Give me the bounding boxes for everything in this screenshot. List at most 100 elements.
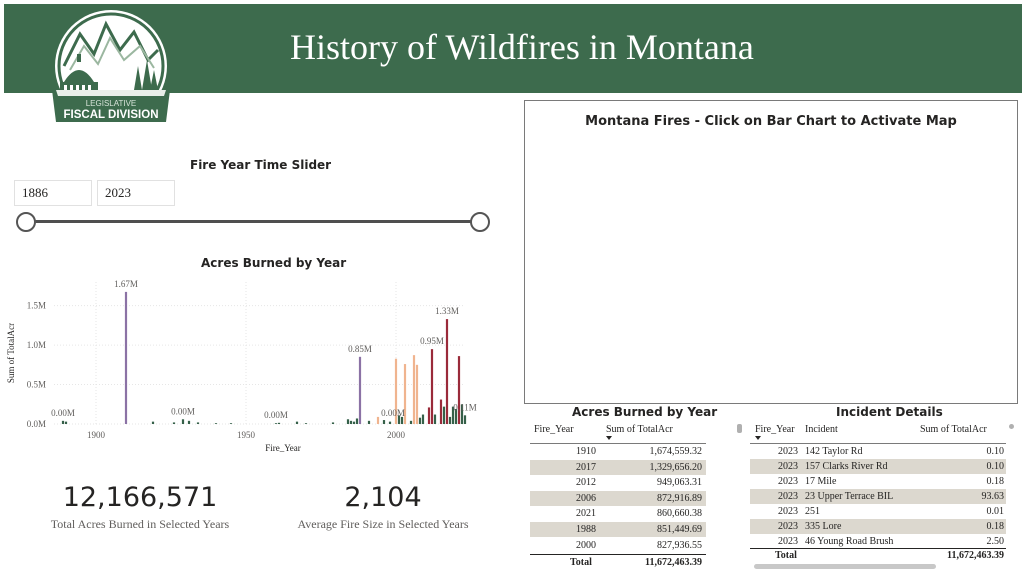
incident-cell: 17 Mile bbox=[805, 476, 837, 487]
acres-cell: 0.10 bbox=[986, 446, 1005, 457]
incident-table-scrollbar[interactable] bbox=[1009, 424, 1014, 429]
bar-2013 bbox=[433, 414, 437, 424]
column-header-incident[interactable]: Incident bbox=[805, 424, 838, 435]
incident-cell: 251 bbox=[805, 506, 820, 517]
bar-1934 bbox=[196, 422, 200, 424]
bar-2022 bbox=[460, 404, 464, 424]
montana-fires-map[interactable]: Montana Fires - Click on Bar Chart to Ac… bbox=[524, 100, 1018, 404]
bar-2018 bbox=[448, 416, 452, 424]
table-row[interactable]: 2006 872,916.89 bbox=[530, 490, 706, 506]
data-label: 1.33M bbox=[435, 306, 459, 316]
slider-end-handle[interactable] bbox=[470, 212, 490, 232]
bar-1929 bbox=[181, 419, 185, 424]
acres-cell: 860,660.38 bbox=[657, 508, 702, 520]
column-header-sum-total-acr[interactable]: Sum of TotalAcr bbox=[606, 424, 673, 435]
slider-end-input[interactable]: 2023 bbox=[97, 180, 175, 206]
table-row[interactable]: 2023 46 Young Road Brush 2.50 bbox=[750, 534, 1006, 549]
table-row[interactable]: 2023 23 Upper Terrace BIL 93.63 bbox=[750, 489, 1006, 504]
acres-cell: 1,674,559.32 bbox=[649, 446, 703, 457]
bar-2000 bbox=[394, 358, 398, 424]
y-tick-label: 1.0M bbox=[27, 340, 46, 350]
bar-1926 bbox=[172, 422, 176, 424]
bar-1890 bbox=[64, 421, 68, 424]
slider-start-handle[interactable] bbox=[16, 212, 36, 232]
acres-table-title: Acres Burned by Year bbox=[572, 405, 718, 419]
bar-2006 bbox=[412, 355, 416, 424]
bar-2023 bbox=[463, 415, 467, 424]
table-row[interactable]: 2021 860,660.38 bbox=[530, 506, 706, 521]
table-row[interactable]: 2023 335 Lore 0.18 bbox=[750, 519, 1006, 534]
table-row[interactable]: 2023 17 Mile 0.18 bbox=[750, 474, 1006, 489]
fire-year-cell: 1910 bbox=[576, 446, 596, 457]
bar-1945 bbox=[229, 423, 233, 424]
logo-text-fiscal-division: FISCAL DIVISION bbox=[64, 109, 159, 121]
bar-2017 bbox=[445, 319, 449, 424]
total-label: Total bbox=[570, 557, 592, 568]
data-label: 0.85M bbox=[348, 344, 372, 354]
bar-1996 bbox=[382, 420, 386, 424]
fire-year-cell: 2023 bbox=[778, 476, 798, 487]
column-header-sum-total-acr[interactable]: Sum of TotalAcr bbox=[920, 424, 987, 435]
acres-cell: 0.10 bbox=[986, 461, 1005, 472]
bar-1889 bbox=[61, 420, 65, 424]
bar-1970 bbox=[304, 423, 308, 424]
acres-table-scrollbar[interactable] bbox=[737, 424, 742, 433]
sort-desc-icon bbox=[755, 436, 761, 440]
bar-1987 bbox=[355, 418, 359, 424]
bar-1986 bbox=[352, 421, 356, 424]
acres-cell: 0.18 bbox=[986, 521, 1005, 532]
header-divider bbox=[750, 443, 1006, 444]
table-row[interactable]: 2017 1,329,656.20 bbox=[530, 459, 706, 475]
slider-start-input[interactable]: 1886 bbox=[14, 180, 92, 206]
bar-1979 bbox=[331, 422, 335, 424]
column-header-fire-year[interactable]: Fire_Year bbox=[755, 424, 795, 435]
total-row: Total 11,672,463.39 bbox=[750, 548, 1006, 563]
bar-1960 bbox=[274, 423, 278, 424]
bar-1919 bbox=[151, 421, 155, 424]
table-row[interactable]: 2023 251 0.01 bbox=[750, 504, 1006, 519]
incident-table: Fire_Year Incident Sum of TotalAcr 2023 1… bbox=[750, 424, 1006, 572]
horizontal-scrollbar[interactable] bbox=[754, 564, 936, 569]
y-axis-title: Sum of TotalAcr bbox=[6, 323, 16, 383]
total-divider bbox=[530, 554, 706, 555]
data-label: 0.95M bbox=[420, 336, 444, 346]
bar-2008 bbox=[418, 417, 422, 424]
total-divider bbox=[750, 548, 1006, 549]
y-tick-label: 1.5M bbox=[27, 301, 46, 311]
acres-table: Fire_Year Sum of TotalAcr 1910 1,674,559.… bbox=[530, 424, 706, 572]
fire-year-cell: 2012 bbox=[576, 477, 596, 489]
x-tick-label: 2000 bbox=[387, 430, 406, 440]
acres-cell: 0.18 bbox=[986, 476, 1005, 487]
incident-cell: 157 Clarks River Rd bbox=[805, 461, 888, 472]
incident-cell: 142 Taylor Rd bbox=[805, 446, 863, 457]
acres-by-year-bar-chart[interactable]: 0.0M 0.5M 1.0M 1.5M 1900 1950 2000 Fire_Year Sum… bbox=[0, 272, 500, 462]
bar-2011 bbox=[427, 407, 431, 424]
map-title: Montana Fires - Click on Bar Chart to Ac… bbox=[585, 114, 957, 129]
bar-2015 bbox=[439, 399, 443, 424]
table-row[interactable]: 2023 157 Clarks River Rd 0.10 bbox=[750, 459, 1006, 474]
kpi-total-acres-label: Total Acres Burned in Selected Years bbox=[50, 517, 230, 531]
table-row[interactable]: 1988 851,449.69 bbox=[530, 522, 706, 537]
bar-1940 bbox=[214, 423, 218, 424]
y-tick-label: 0.0M bbox=[27, 419, 46, 429]
acres-cell: 93.63 bbox=[981, 491, 1005, 502]
header-divider bbox=[530, 443, 706, 444]
sort-desc-icon bbox=[606, 436, 612, 440]
data-label: 0.11M bbox=[453, 402, 476, 412]
y-tick-label: 0.5M bbox=[27, 380, 46, 390]
slider-track[interactable] bbox=[26, 220, 480, 223]
kpi-total-acres-value: 12,166,571 bbox=[62, 482, 218, 513]
x-tick-label: 1950 bbox=[237, 430, 256, 440]
fire-year-cell: 2006 bbox=[576, 492, 596, 504]
table-row[interactable]: 1910 1,674,559.32 bbox=[530, 444, 706, 459]
bar-2016 bbox=[442, 406, 446, 424]
total-row: Total 11,672,463.39 bbox=[530, 555, 706, 570]
column-header-fire-year[interactable]: Fire_Year bbox=[534, 424, 574, 435]
table-row[interactable]: 2023 142 Taylor Rd 0.10 bbox=[750, 444, 1006, 459]
acres-cell: 2.50 bbox=[986, 536, 1005, 547]
table-row[interactable]: 2012 949,063.31 bbox=[530, 475, 706, 490]
bar-chart-title: Acres Burned by Year bbox=[201, 256, 347, 270]
bar-1910 bbox=[124, 291, 128, 424]
table-row[interactable]: 2000 827,936.55 bbox=[530, 538, 706, 553]
bar-2005 bbox=[409, 420, 413, 424]
